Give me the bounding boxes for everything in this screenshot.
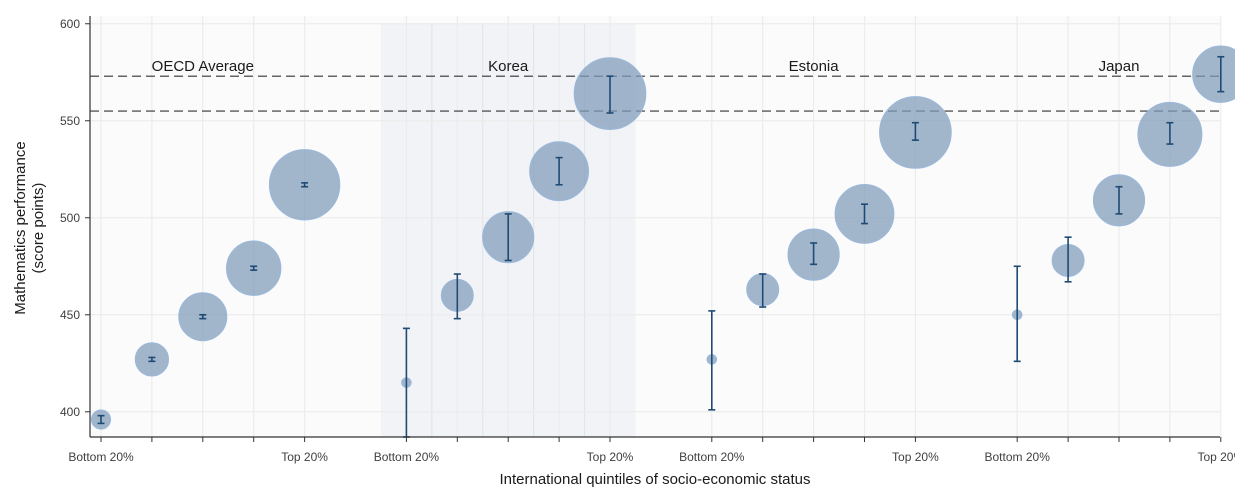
- group-label: OECD Average: [152, 58, 254, 75]
- y-tick-label: 450: [60, 308, 80, 322]
- x-tick-label: Top 20%: [892, 450, 939, 464]
- y-tick-label: 400: [60, 405, 80, 419]
- y-tick-label: 600: [60, 17, 80, 31]
- x-tick-label: Bottom 20%: [985, 450, 1051, 464]
- y-tick-label: 500: [60, 211, 80, 225]
- data-point-bubble: [1192, 45, 1235, 103]
- group-label-layer: OECD Average Korea Estonia Japan: [152, 58, 1140, 75]
- x-axis-title: International quintiles of socio-economi…: [499, 471, 810, 488]
- y-axis-title-line1: Mathematics performance: [12, 141, 29, 314]
- x-tick-label: Top 20%: [281, 450, 328, 464]
- x-tick-label: Bottom 20%: [679, 450, 745, 464]
- y-axis-title-line2: (score points): [30, 183, 47, 274]
- axis-layer: 400 450 500 550 600 Bottom 20% Top 20% Bottom 2…: [60, 16, 1235, 464]
- group-label: Japan: [1099, 58, 1140, 75]
- reference-lines: [90, 75, 1220, 112]
- group-label: Korea: [488, 58, 529, 75]
- x-tick-label: Bottom 20%: [68, 450, 134, 464]
- x-tick-label: Top 20%: [1197, 450, 1235, 464]
- error-bar-layer: [97, 55, 1225, 438]
- y-tick-label: 550: [60, 114, 80, 128]
- group-label: Estonia: [789, 58, 840, 75]
- plot-area: [90, 16, 1220, 437]
- x-tick-label: Top 20%: [587, 450, 634, 464]
- x-tick-label: Bottom 20%: [374, 450, 440, 464]
